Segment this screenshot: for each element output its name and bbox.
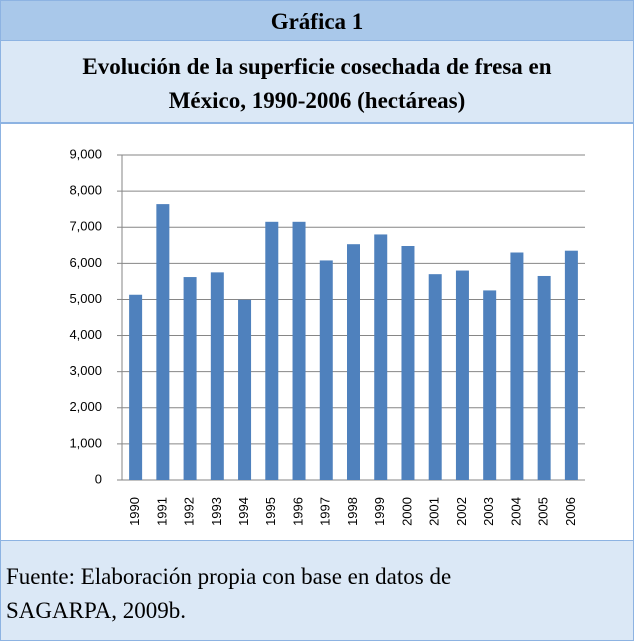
x-tick-label: 2002 (454, 497, 469, 526)
x-tick-label: 1991 (154, 497, 169, 526)
x-tick-label: 2000 (399, 497, 414, 526)
bar (428, 274, 442, 480)
bar (374, 234, 388, 480)
bar (347, 244, 360, 480)
bar (319, 260, 333, 480)
header-band (0, 0, 634, 41)
x-tick-label: 2005 (536, 497, 551, 526)
bar (129, 294, 143, 480)
y-tick-label: 9,000 (69, 146, 102, 161)
x-tick-label: 1995 (263, 497, 278, 526)
x-tick-label: 2004 (508, 497, 523, 526)
figure-label: Gráfica 1 (271, 9, 364, 34)
bar (156, 204, 170, 480)
y-tick-label: 7,000 (69, 219, 102, 234)
source-note: Fuente: Elaboración propia con base en d… (6, 564, 451, 589)
x-tick-label: 1994 (236, 497, 251, 526)
source-note: SAGARPA, 2009b. (6, 598, 186, 623)
bar (183, 277, 197, 480)
title-band (0, 40, 634, 123)
bar (265, 221, 279, 481)
bar (537, 275, 551, 480)
x-tick-label: 2003 (481, 497, 496, 526)
x-tick-label: 1992 (182, 497, 197, 526)
y-tick-label: 6,000 (69, 255, 102, 270)
y-tick-label: 0 (95, 471, 102, 486)
chart-title: Evolución de la superficie cosechada de … (82, 54, 551, 79)
chart-title: México, 1990-2006 (hectáreas) (169, 88, 466, 113)
x-tick-label: 1998 (345, 497, 360, 526)
bar (238, 299, 252, 480)
x-tick-label: 1999 (372, 497, 387, 526)
chart-area (0, 123, 634, 541)
y-tick-label: 1,000 (69, 435, 102, 450)
x-tick-label: 1996 (290, 497, 305, 526)
x-tick-label: 1997 (318, 497, 333, 526)
y-tick-label: 3,000 (69, 363, 102, 378)
x-tick-label: 2006 (563, 497, 578, 526)
bar (510, 252, 524, 480)
x-tick-label: 1993 (209, 497, 224, 526)
bar (483, 290, 497, 480)
bar (292, 221, 306, 481)
y-tick-label: 4,000 (69, 327, 102, 342)
y-tick-label: 2,000 (69, 399, 102, 414)
bar (564, 250, 578, 480)
x-tick-label: 2001 (427, 497, 442, 526)
source-band (0, 540, 634, 641)
bar (455, 270, 469, 480)
x-tick-label: 1990 (127, 497, 142, 526)
y-tick-label: 5,000 (69, 291, 102, 306)
bar (210, 272, 224, 480)
bar (401, 246, 415, 480)
y-tick-label: 8,000 (69, 183, 102, 198)
